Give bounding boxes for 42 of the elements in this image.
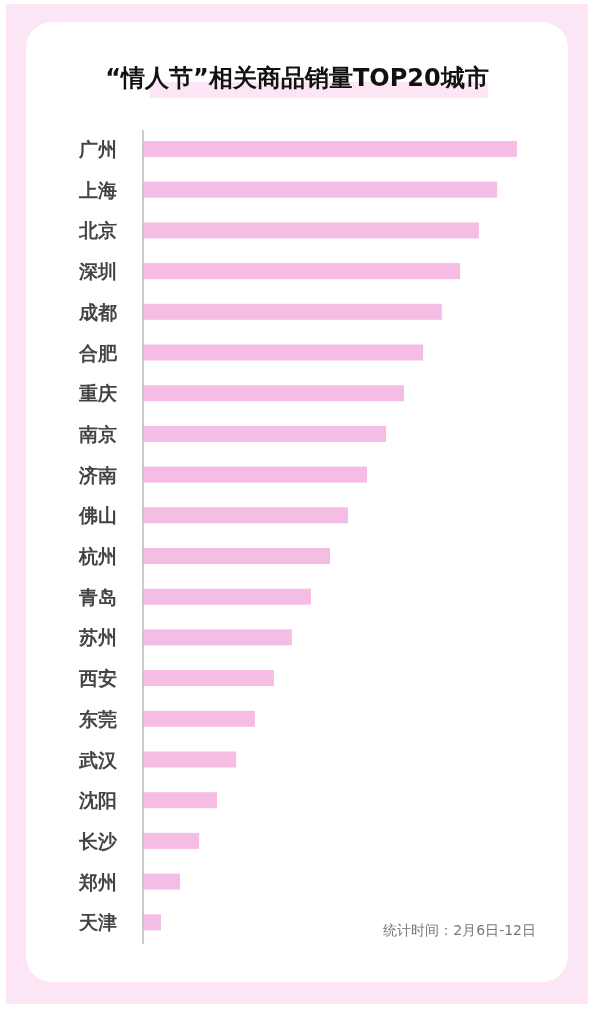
bar xyxy=(143,548,330,564)
y-tick-label: 苏州 xyxy=(78,626,117,649)
y-tick-label: 青岛 xyxy=(78,585,117,608)
y-tick-label: 武汉 xyxy=(78,748,118,771)
bar xyxy=(143,263,461,280)
y-tick-label: 天津 xyxy=(78,911,117,934)
bar xyxy=(143,629,292,646)
annotation: 统计时间：2月6日-12日 xyxy=(383,922,536,938)
y-tick-label: 东莞 xyxy=(78,707,117,730)
y-tick-label: 北京 xyxy=(78,219,117,242)
y-tick-label: 郑州 xyxy=(78,870,117,893)
bar xyxy=(143,141,517,157)
y-tick-label: 重庆 xyxy=(78,382,117,405)
bar xyxy=(143,222,479,239)
y-tick-label: 沈阳 xyxy=(78,789,117,812)
bar xyxy=(143,751,237,768)
y-tick-label: 上海 xyxy=(78,178,117,201)
bar xyxy=(143,832,200,849)
y-tick-label: 西安 xyxy=(78,667,117,690)
y-tick-label: 长沙 xyxy=(78,829,118,852)
y-tick-label: 济南 xyxy=(78,463,117,486)
chart-title: “情人节”相关商品销量TOP20城市 xyxy=(105,64,489,92)
bar xyxy=(143,873,181,890)
bar xyxy=(143,710,255,727)
bar xyxy=(143,914,161,931)
bar xyxy=(143,385,405,402)
y-tick-label: 合肥 xyxy=(78,341,118,364)
bar xyxy=(143,507,348,524)
bar xyxy=(143,792,218,809)
bar xyxy=(143,670,274,687)
bar xyxy=(143,425,387,442)
y-tick-label: 南京 xyxy=(78,422,117,445)
bar xyxy=(143,344,424,361)
y-tick-label: 深圳 xyxy=(78,260,117,283)
bar xyxy=(143,303,442,320)
y-tick-label: 杭州 xyxy=(78,545,117,567)
y-tick-label: 广州 xyxy=(78,138,117,160)
bar xyxy=(143,588,311,605)
y-tick-label: 成都 xyxy=(78,300,117,323)
bar xyxy=(143,181,498,198)
y-tick-label: 佛山 xyxy=(78,504,117,527)
bar xyxy=(143,466,368,483)
